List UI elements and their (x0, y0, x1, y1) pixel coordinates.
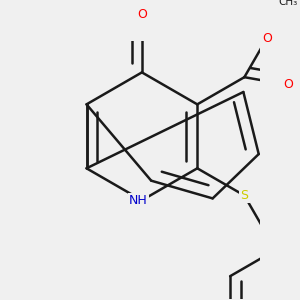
Text: O: O (262, 32, 272, 45)
Text: O: O (284, 79, 293, 92)
Text: CH₃: CH₃ (278, 0, 297, 8)
Text: NH: NH (129, 194, 148, 207)
Text: O: O (137, 8, 147, 21)
Text: S: S (240, 189, 248, 202)
